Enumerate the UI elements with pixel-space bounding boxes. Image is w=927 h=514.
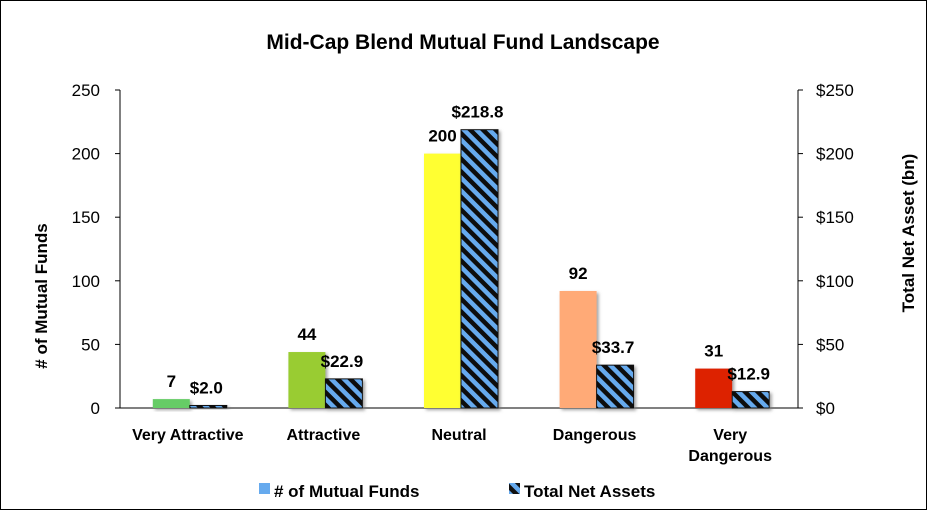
y-tick-left-label: 50 <box>81 335 100 354</box>
data-label-funds: 200 <box>428 127 456 146</box>
data-label-assets: $218.8 <box>452 103 504 122</box>
y-tick-right-label: $100 <box>816 272 854 291</box>
y-tick-left-label: 250 <box>72 81 100 100</box>
x-tick-label: Dangerous <box>688 448 772 465</box>
legend-swatch-funds <box>259 483 270 494</box>
legend-swatch-assets <box>509 483 520 494</box>
y-tick-right-label: $50 <box>816 335 844 354</box>
data-label-funds: 31 <box>704 342 723 361</box>
y-tick-left-label: 200 <box>72 145 100 164</box>
bar-funds <box>288 352 326 408</box>
bar-funds <box>559 290 597 408</box>
data-label-funds: 44 <box>297 325 316 344</box>
y-tick-right-label: $250 <box>816 81 854 100</box>
bar-funds <box>152 399 190 408</box>
bar-assets <box>324 378 363 409</box>
data-label-assets: $12.9 <box>727 365 770 384</box>
data-label-assets: $2.0 <box>190 378 223 397</box>
bar-funds <box>695 368 733 408</box>
y-tick-left-label: 150 <box>72 208 100 227</box>
data-label-funds: 7 <box>167 372 176 391</box>
x-tick-label: Very Attractive <box>132 427 244 444</box>
bar-funds <box>424 153 461 408</box>
y-axis-right-title: Total Net Asset (bn) <box>899 154 918 313</box>
y-tick-right-label: $150 <box>816 208 854 227</box>
data-label-assets: $33.7 <box>592 338 635 357</box>
legend-label-funds: # of Mutual Funds <box>274 482 419 501</box>
chart-title: Mid-Cap Blend Mutual Fund Landscape <box>266 31 659 54</box>
x-tick-label: Neutral <box>431 427 486 444</box>
plot-area: 0 50 100 150 200 250 $0 $50 $100 $150 $200 $250 7 $2.… <box>72 81 854 465</box>
bar-assets <box>731 391 770 409</box>
data-label-assets: $22.9 <box>321 352 364 371</box>
legend-label-assets: Total Net Assets <box>524 482 655 501</box>
y-axis-left-title: # of Mutual Funds <box>32 223 51 368</box>
y-tick-left-label: 0 <box>91 399 100 418</box>
bar-assets <box>460 129 499 409</box>
data-label-funds: 92 <box>569 264 588 283</box>
x-tick-label: Dangerous <box>553 427 637 444</box>
legend: # of Mutual Funds Total Net Assets <box>259 482 655 501</box>
y-tick-right-label: $200 <box>816 145 854 164</box>
y-tick-right-label: $0 <box>816 399 835 418</box>
x-tick-label: Very <box>713 427 747 444</box>
bar-assets <box>596 364 635 409</box>
y-tick-left-label: 100 <box>72 272 100 291</box>
bar-assets <box>189 404 228 409</box>
x-tick-label: Attractive <box>286 427 360 444</box>
